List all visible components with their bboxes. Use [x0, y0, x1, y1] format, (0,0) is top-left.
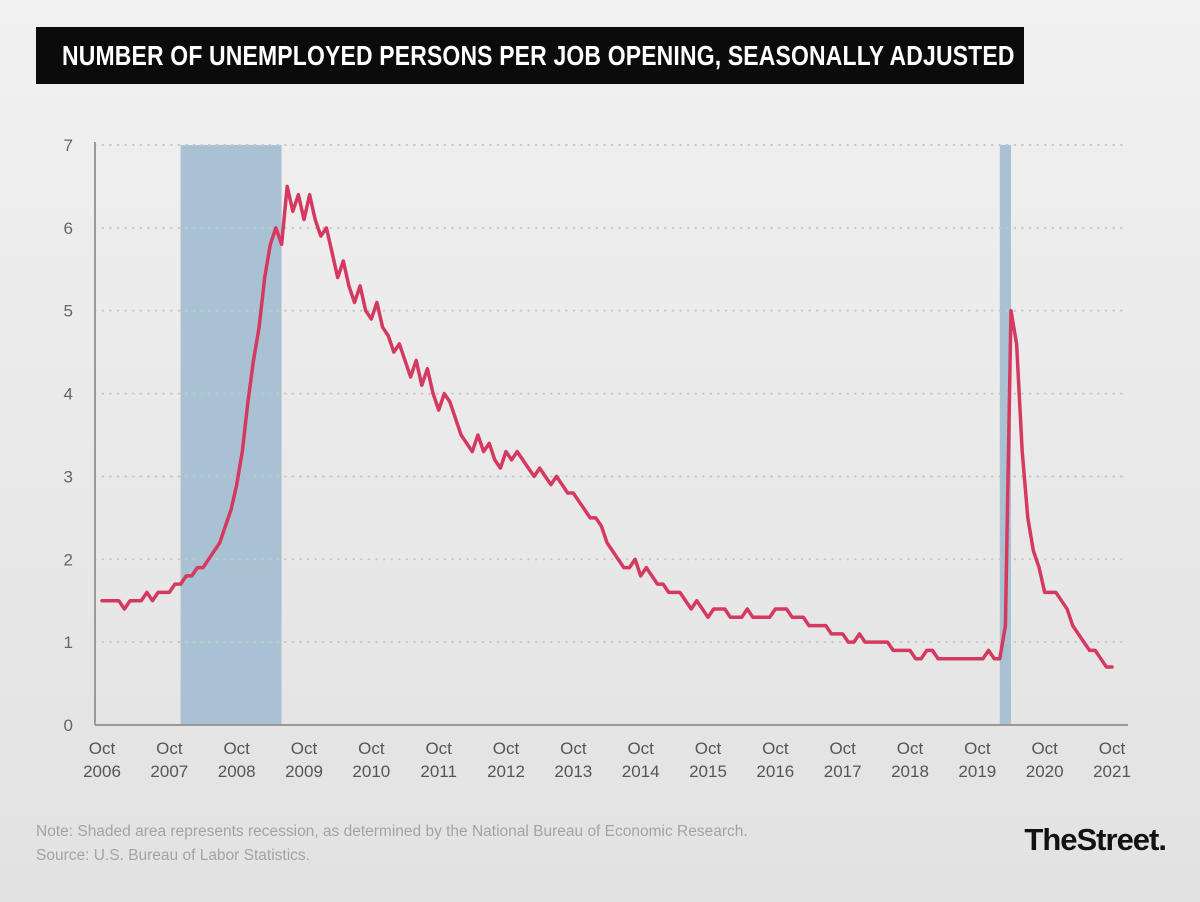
svg-text:3: 3: [64, 467, 73, 486]
note-text: Note: Shaded area represents recession, …: [36, 823, 748, 840]
thestreet-logo: TheStreet.: [1024, 822, 1167, 857]
source-text: Source: U.S. Bureau of Labor Statistics.: [36, 847, 310, 864]
svg-text:2: 2: [64, 550, 73, 569]
svg-text:4: 4: [64, 385, 73, 404]
page-title: NUMBER OF UNEMPLOYED PERSONS PER JOB OPE…: [62, 39, 1015, 71]
svg-text:6: 6: [64, 219, 73, 238]
svg-text:5: 5: [64, 302, 73, 321]
footer-notes: Note: Shaded area represents recession, …: [36, 820, 748, 868]
svg-text:0: 0: [64, 716, 73, 735]
svg-text:1: 1: [64, 633, 73, 652]
chart-area: 0 1 2 3 4 5 6 7 Oct 2006 Oct 2007 Oct 2008 Oct 2009 Oct 2…: [0, 120, 1200, 790]
svg-text:7: 7: [64, 136, 73, 155]
title-bar: NUMBER OF UNEMPLOYED PERSONS PER JOB OPE…: [36, 27, 1024, 84]
line-chart: 0 1 2 3 4 5 6 7 Oct 2006 Oct 2007 Oct 2008 Oct 2009 Oct 2…: [64, 136, 1131, 781]
